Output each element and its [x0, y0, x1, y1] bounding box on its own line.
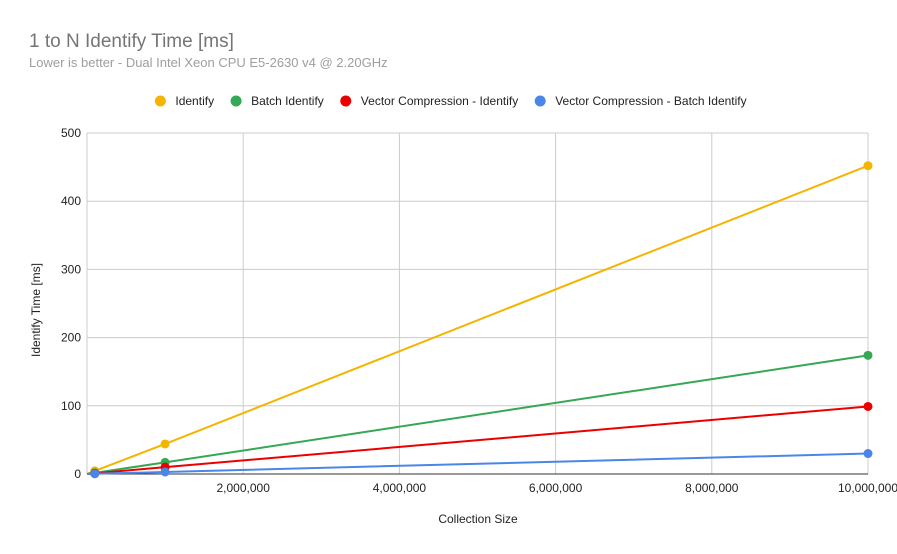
x-tick-label: 8,000,000: [685, 481, 739, 495]
data-point: [863, 401, 873, 411]
y-tick-label: 500: [61, 126, 81, 140]
x-tick-label: 6,000,000: [529, 481, 583, 495]
legend-label: Vector Compression - Batch Identify: [555, 94, 746, 108]
data-points: [90, 161, 873, 479]
x-tick-label: 10,000,000: [838, 481, 897, 495]
legend-marker: [340, 95, 352, 107]
data-point: [160, 439, 170, 449]
y-axis-title: Identify Time [ms]: [29, 263, 43, 357]
data-point: [90, 469, 100, 479]
series-line: [86, 164, 869, 475]
x-tick-label: 4,000,000: [373, 481, 427, 495]
series-lines: [86, 164, 869, 476]
chart-subtitle: Lower is better - Dual Intel Xeon CPU E5…: [29, 55, 388, 70]
x-axis-title: Collection Size: [438, 512, 518, 526]
legend-marker: [230, 95, 242, 107]
data-point: [863, 350, 873, 360]
legend: Identify Batch Identify Vector Compression…: [154, 94, 747, 108]
y-tick-label: 0: [74, 467, 81, 481]
x-tick-label: 2,000,000: [217, 481, 271, 495]
legend-marker: [534, 95, 546, 107]
data-point: [863, 449, 873, 459]
data-point: [160, 467, 170, 477]
gridlines: [87, 132, 869, 474]
axes: [86, 133, 868, 475]
y-tick-label: 400: [61, 194, 81, 208]
legend-label: Batch Identify: [251, 94, 324, 108]
data-point: [863, 161, 873, 171]
y-tick-label: 200: [61, 331, 81, 345]
legend-marker: [154, 95, 166, 107]
legend-label: Vector Compression - Identify: [361, 94, 518, 108]
tick-labels: 0 100 200 300 400 500 2,000,000 4,000,000 6,000,…: [61, 126, 897, 495]
chart-title: 1 to N Identify Time [ms]: [29, 31, 234, 52]
legend-label: Identify: [175, 94, 214, 108]
y-tick-label: 300: [61, 262, 81, 276]
y-tick-label: 100: [61, 399, 81, 413]
